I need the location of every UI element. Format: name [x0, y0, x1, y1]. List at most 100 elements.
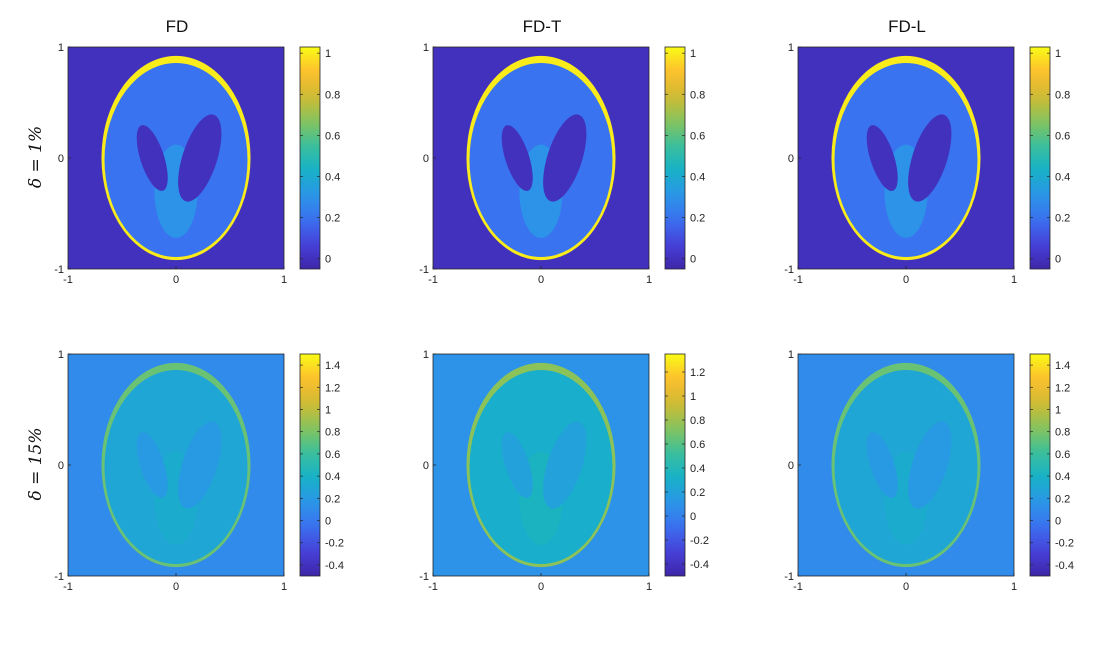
panel-fd-t-delta-1: -1 0 1 1 0 -1 0 0.2 0.4 0.6 0.8 1: [419, 42, 705, 286]
x-tick-label: 1: [281, 581, 287, 593]
colorbar-tick-label: 0.6: [1055, 449, 1070, 461]
left-ventricle: [136, 432, 168, 498]
right-ventricle: [543, 114, 587, 202]
left-ventricle: [501, 125, 533, 191]
colorbar-tick-label: 1: [1055, 405, 1061, 417]
colorbar-tick-label: 1: [325, 405, 331, 417]
colorbar-tick-label: 0: [690, 254, 696, 266]
colorbar-tick-label: 0: [1055, 254, 1061, 266]
colorbar-tick-label: 0.8: [690, 415, 705, 427]
y-tick-label: 1: [788, 42, 794, 54]
panel-fd-delta-15: -1 0 1 1 0 -1 -0.4 -0.2 0 0.2 0.4 0.6 0.8 1 1.2 1.4: [54, 349, 344, 593]
panel-fd-delta-1: -1 0 1 1 0 -1 0 0.2 0.4 0.6 0.8 1: [54, 42, 340, 286]
x-tick-label: -1: [63, 274, 73, 286]
y-tick-label: 0: [423, 460, 429, 472]
colorbar-tick-label: 0: [325, 516, 331, 528]
colorbar-tick-label: 0.8: [690, 89, 705, 101]
colorbar-tick-label: 0.6: [325, 130, 340, 142]
colorbar-tick-label: 0.8: [1055, 89, 1070, 101]
colorbar-tick-label: 0.4: [1055, 172, 1070, 184]
column-title-fd-t: FD-T: [522, 17, 562, 36]
right-ventricle: [178, 114, 222, 202]
phantom-image: [433, 354, 649, 576]
x-tick-label: 0: [538, 274, 544, 286]
column-title-fd: FD: [165, 17, 189, 36]
colorbar-tick-label: 0.6: [325, 449, 340, 461]
y-tick-label: -1: [784, 571, 794, 583]
colorbar-tick-label: 0.4: [325, 172, 340, 184]
colorbar: [299, 353, 321, 577]
colorbar-tick-label: 0: [1055, 516, 1061, 528]
y-tick-label: 1: [58, 349, 64, 361]
colorbar-tick-label: -0.4: [325, 560, 344, 572]
colorbar-tick-label: 1.2: [690, 367, 705, 379]
panel-fd-l-delta-1: -1 0 1 1 0 -1 0 0.2 0.4 0.6 0.8 1: [784, 42, 1070, 286]
y-tick-label: 0: [788, 153, 794, 165]
x-tick-label: 0: [173, 581, 179, 593]
left-ventricle: [136, 125, 168, 191]
x-tick-label: 0: [173, 274, 179, 286]
y-tick-label: -1: [784, 264, 794, 276]
colorbar-tick-label: 0.2: [690, 213, 705, 225]
colorbar: [664, 353, 686, 577]
colorbar-tick-label: 1.4: [325, 360, 340, 372]
colorbar-tick-label: 1: [1055, 48, 1061, 60]
x-tick-label: 1: [646, 581, 652, 593]
phantom-image: [433, 47, 649, 269]
y-tick-label: 1: [423, 349, 429, 361]
colorbar-tick-label: 0.8: [325, 427, 340, 439]
y-tick-label: 0: [58, 153, 64, 165]
y-tick-label: 1: [788, 349, 794, 361]
phantom-image: [68, 354, 284, 576]
colorbar-tick-label: 0.6: [690, 439, 705, 451]
x-tick-label: 1: [281, 274, 287, 286]
y-tick-label: -1: [54, 571, 64, 583]
colorbar-tick-label: 0.2: [325, 213, 340, 225]
colorbar-tick-label: 0: [325, 254, 331, 266]
y-tick-label: 1: [58, 42, 64, 54]
colorbar-tick-label: 0.2: [1055, 493, 1070, 505]
x-tick-label: 0: [538, 581, 544, 593]
colorbar: [1029, 46, 1051, 270]
y-tick-label: 0: [788, 460, 794, 472]
y-tick-label: 0: [58, 460, 64, 472]
colorbar: [1029, 353, 1051, 577]
x-tick-label: -1: [793, 581, 803, 593]
y-tick-label: -1: [419, 264, 429, 276]
right-ventricle: [908, 421, 952, 509]
x-tick-label: -1: [428, 274, 438, 286]
x-tick-label: -1: [63, 581, 73, 593]
colorbar-tick-label: 1.2: [325, 382, 340, 394]
left-ventricle: [501, 432, 533, 498]
phantom-image: [798, 47, 1014, 269]
colorbar-tick-label: 1.4: [1055, 360, 1070, 372]
colorbar-tick-label: -0.2: [1055, 538, 1074, 550]
right-ventricle: [178, 421, 222, 509]
colorbar-tick-label: 1: [325, 48, 331, 60]
colorbar-tick-label: 0.4: [690, 172, 705, 184]
x-tick-label: 1: [1011, 274, 1017, 286]
colorbar-tick-label: 1: [690, 391, 696, 403]
colorbar-tick-label: 0.2: [1055, 213, 1070, 225]
y-tick-label: 1: [423, 42, 429, 54]
right-ventricle: [543, 421, 587, 509]
x-tick-label: 0: [903, 581, 909, 593]
colorbar-tick-label: 0.4: [1055, 471, 1070, 483]
colorbar-tick-label: 0.6: [690, 130, 705, 142]
x-tick-label: -1: [428, 581, 438, 593]
column-title-fd-l: FD-L: [888, 17, 926, 36]
right-ventricle: [908, 114, 952, 202]
colorbar-tick-label: -0.2: [325, 538, 344, 550]
colorbar: [299, 46, 321, 270]
panel-fd-t-delta-15: -1 0 1 1 0 -1 -0.4 -0.2 0 0.2 0.4 0.6 0.8 1 1.2: [419, 349, 709, 593]
colorbar-tick-label: 0.4: [690, 463, 705, 475]
x-tick-label: 0: [903, 274, 909, 286]
phantom-image: [68, 47, 284, 269]
colorbar: [664, 46, 686, 270]
x-tick-label: 1: [646, 274, 652, 286]
colorbar-tick-label: -0.4: [1055, 560, 1074, 572]
colorbar-tick-label: -0.4: [690, 559, 709, 571]
colorbar-tick-label: 0.2: [690, 487, 705, 499]
colorbar-tick-label: 0.8: [1055, 427, 1070, 439]
colorbar-tick-label: 0.4: [325, 471, 340, 483]
